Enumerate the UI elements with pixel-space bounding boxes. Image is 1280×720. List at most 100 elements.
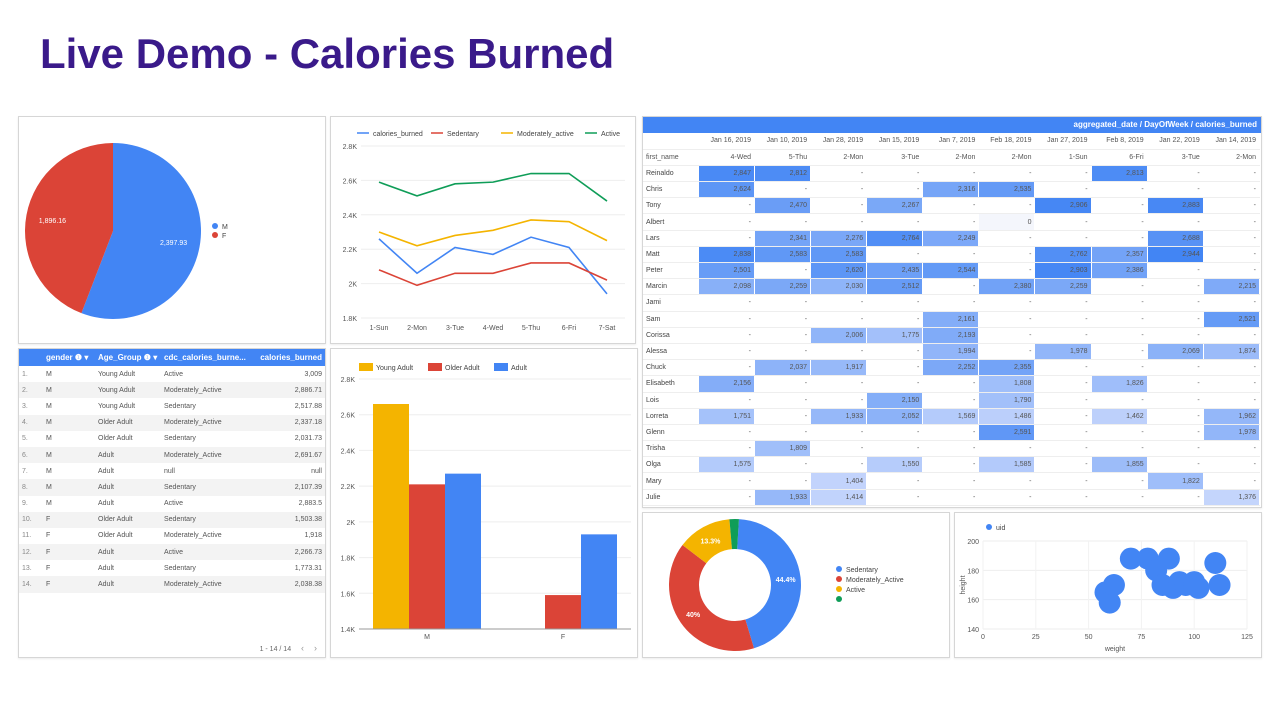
pivot-row[interactable]: Chuck -2,037 1,917-2,252 2,355- - - - [643,359,1261,377]
scatter-point[interactable] [1157,547,1180,570]
pivot-day-header[interactable]: 1-Sun [1034,149,1092,166]
pivot-row[interactable]: Corissa - -2,006 1,775 2,193- - - - - [643,327,1261,344]
donut-slice[interactable] [737,519,801,649]
scatter-point[interactable] [1187,576,1210,599]
scatter-point[interactable] [1098,591,1121,614]
pager-prev-button[interactable]: ‹ [301,643,305,653]
pivot-date-header[interactable]: Feb 18, 2019 [978,133,1036,150]
pivot-row[interactable]: Chris 2,624- - -2,316 2,535- - - - [643,181,1261,199]
pivot-day-header[interactable]: 2-Mon [978,149,1036,166]
pivot-day-header[interactable]: 2-Mon [922,149,980,166]
scatter-point[interactable] [1208,574,1231,596]
pivot-cell: - [1147,392,1204,409]
pivot-row[interactable]: Jami - - - - - - - - - - [643,294,1261,312]
table-row[interactable]: 10. F Older Adult Sedentary 1,503.38 [19,511,325,528]
pivot-row[interactable]: Lars -2,341 2,276 2,764 2,249- - -2,688- [643,230,1261,247]
table-cell: Sedentary [161,479,249,496]
table-cell: 1. [22,370,28,378]
pivot-date-header[interactable]: Jan 15, 2019 [866,133,924,150]
pivot-date-header[interactable]: Jan 10, 2019 [754,133,812,150]
bar-m-older-adult[interactable] [409,484,445,629]
table-cell: 1,773.31 [294,564,322,572]
pivot-day-header[interactable]: 3-Tue [1147,149,1204,166]
bar-m-adult[interactable] [445,473,481,629]
pivot-cell: 2,037 [754,359,812,377]
pivot-row[interactable]: Alessa - - - -1,994-1,978-2,069 1,874 [643,343,1261,361]
pivot-date-header[interactable]: Feb 8, 2019 [1091,133,1148,150]
scatter-point[interactable] [1119,547,1142,570]
donut-slice[interactable] [682,519,732,564]
column-header-calories-burned[interactable]: calories_burned [249,349,325,366]
scatter-point[interactable] [1204,552,1227,574]
pivot-day-header[interactable]: 3-Tue [866,149,924,166]
column-header-age-group[interactable]: Age_Group ❶ ▾ [95,349,161,366]
line-series-moderately_active[interactable] [378,219,608,247]
pivot-day-header[interactable]: 5-Thu [754,149,812,166]
pivot-date-header[interactable]: Jan 27, 2019 [1034,133,1092,150]
donut-slice[interactable] [669,545,754,651]
table-row[interactable]: 6. M Adult Moderately_Active 2,691.67 [19,446,325,464]
line-series-sedentary[interactable] [378,262,608,287]
pivot-row-name: Matt [643,246,699,264]
pivot-row[interactable]: Albert - - - - -0- - - - [643,213,1261,231]
pivot-row[interactable]: Reinaldo 2,847 2,812- - - - -2,813- - [643,165,1261,183]
pivot-row-header[interactable]: first_name [643,149,699,166]
pivot-cell: - [754,343,812,361]
pie-slice-m[interactable] [81,143,202,319]
x-tick-label: 25 [1032,634,1040,641]
pivot-day-header[interactable]: 2-Mon [810,149,868,166]
pivot-date-header[interactable]: Jan 22, 2019 [1147,133,1204,150]
column-header-gender[interactable]: gender ❶ ▾ [43,349,95,366]
pivot-row[interactable]: Tony -2,470-2,267- -2,906-2,883- [643,197,1261,215]
pivot-cell: - [1203,294,1261,312]
pivot-day-header[interactable]: 6-Fri [1091,149,1148,166]
legend-label: Older Adult [445,365,480,372]
pivot-row[interactable]: Olga 1,575- -1,550-1,585-1,855- - [643,456,1261,474]
pivot-date-header[interactable]: Jan 7, 2019 [922,133,980,150]
table-row[interactable]: 8. M Adult Sedentary 2,107.39 [19,479,325,496]
table-row[interactable]: 7. M Adult null null [19,463,325,479]
table-row[interactable]: 3. M Young Adult Sedentary 2,517.88 [19,398,325,414]
pivot-date-header[interactable]: Jan 28, 2019 [810,133,868,150]
bar-f-older-adult[interactable] [545,595,581,629]
bar-f-adult[interactable] [581,534,617,629]
pivot-day-header[interactable]: 2-Mon [1203,149,1261,166]
pivot-row[interactable]: Peter 2,501-2,620 2,435 2,544-2,903 2,386- - [643,262,1261,280]
pivot-row[interactable]: Marcin 2,098 2,259 2,030 2,512-2,380 2,259- -2… [643,278,1261,296]
pivot-row[interactable]: Lorreta 1,751-1,933 2,052 1,569 1,486-1,462-… [643,408,1261,425]
pivot-row[interactable]: Lois - - -2,150-1,790- - - - [643,392,1261,409]
table-cell: M [46,402,52,410]
table-row[interactable]: 5. M Older Adult Sedentary 2,031.73 [19,431,325,447]
table-row[interactable]: 4. M Older Adult Moderately_Active 2,337.18 [19,414,325,431]
bar-m-young-adult[interactable] [373,404,409,629]
pivot-cell: - [1147,294,1204,312]
pivot-cell: 2,259 [1034,278,1092,296]
pivot-date-header[interactable]: Jan 16, 2019 [698,133,756,150]
pivot-date-header[interactable]: Jan 14, 2019 [1203,133,1261,150]
pivot-row[interactable]: Matt 2,838 2,583 2,583- - -2,762 2,357 2,944- [643,246,1261,264]
pivot-row[interactable]: Elisabeth 2,156- - - -1,808-1,826- - [643,375,1261,393]
pivot-row[interactable]: Mary - -1,404- - - - -1,822- [643,472,1261,490]
table-row[interactable]: 14. F Adult Moderately_Active 2,038.38 [19,576,325,593]
table-row[interactable]: 13. F Adult Sedentary 1,773.31 [19,560,325,576]
x-tick-label: 50 [1085,634,1093,641]
pivot-row[interactable]: Trisha -1,809- - - - - - - - [643,440,1261,458]
table-row[interactable]: 1. M Young Adult Active 3,009 [19,366,325,382]
table-row[interactable]: 9. M Adult Active 2,883.5 [19,496,325,512]
line-series-calories_burned[interactable] [378,236,608,295]
column-header-cdc-calories[interactable]: cdc_calories_burne... [161,349,249,366]
pivot-cell: - [866,472,924,490]
table-row[interactable]: 12. F Adult Active 2,266.73 [19,544,325,561]
pager-next-button[interactable]: › [314,643,317,653]
pivot-day-header[interactable]: 4-Wed [698,149,756,166]
pivot-row[interactable]: Julie -1,933 1,414- - - - - -1,376 [643,489,1261,506]
pivot-row[interactable]: Glenn - - - - -2,591- - -1,978 [643,424,1261,442]
table-row[interactable]: 2. M Young Adult Moderately_Active 2,886.71 [19,382,325,399]
pivot-cell: - [866,440,924,458]
line-series-active[interactable] [378,172,608,202]
donut-slice[interactable] [729,519,739,550]
pie-slice-f[interactable] [25,143,114,314]
scatter-point[interactable] [1102,574,1125,596]
pivot-row[interactable]: Sam - - - -2,161- - - -2,521 [643,311,1261,328]
table-row[interactable]: 11. F Older Adult Moderately_Active 1,918 [19,528,325,544]
